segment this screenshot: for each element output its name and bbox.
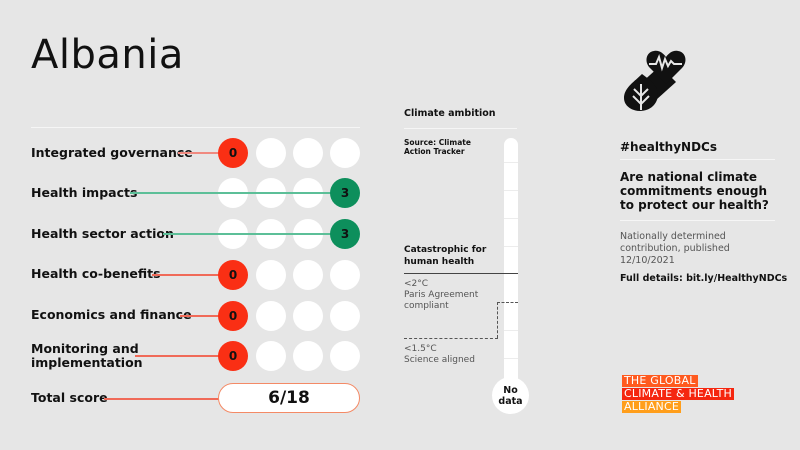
score-circle: 0 bbox=[218, 341, 248, 371]
question-line: to protect our health? bbox=[620, 198, 769, 212]
empty-circle bbox=[330, 260, 360, 290]
source-line: Source: Climate bbox=[404, 138, 471, 147]
total-score-label: Total score bbox=[31, 390, 108, 405]
ndc-line: 12/10/2021 bbox=[620, 255, 675, 266]
bulb-text: data bbox=[498, 395, 523, 407]
score-circle: 0 bbox=[218, 260, 248, 290]
row-label-health-impacts: Health impacts bbox=[31, 185, 138, 200]
paris-line: compliant bbox=[404, 301, 449, 311]
empty-circle bbox=[256, 301, 286, 331]
tick-mark bbox=[504, 162, 518, 163]
climate-ambition-title: Climate ambition bbox=[404, 108, 496, 119]
science-aligned-label: <1.5°C Science aligned bbox=[404, 344, 475, 366]
science-line: Science aligned bbox=[404, 355, 475, 365]
connector-line bbox=[180, 315, 220, 317]
divider bbox=[620, 159, 775, 160]
empty-circle bbox=[293, 260, 323, 290]
thermometer-tube bbox=[504, 138, 518, 388]
total-score-value: 6/18 bbox=[218, 383, 360, 413]
ndc-info: Nationally determined contribution, publ… bbox=[620, 231, 730, 267]
empty-circle bbox=[256, 260, 286, 290]
empty-circle bbox=[293, 341, 323, 371]
catastrophic-line: Catastrophic for bbox=[404, 245, 487, 255]
threshold-line-science bbox=[404, 338, 498, 339]
connector-line bbox=[130, 192, 332, 194]
hashtag: #healthyNDCs bbox=[620, 140, 718, 154]
score-circle: 0 bbox=[218, 301, 248, 331]
threshold-line-paris bbox=[497, 302, 518, 303]
row-label-monitoring-and-implementation: Monitoring and implementation bbox=[31, 342, 143, 370]
row-label-line: Monitoring and bbox=[31, 341, 139, 356]
logo-line-3: ALLIANCE bbox=[622, 400, 682, 413]
tick-mark bbox=[504, 358, 518, 359]
country-title: Albania bbox=[31, 32, 184, 78]
empty-circle bbox=[293, 301, 323, 331]
row-label-health-co-benefits: Health co-benefits bbox=[31, 266, 161, 281]
ndc-line: contribution, published bbox=[620, 243, 730, 254]
empty-circle bbox=[293, 138, 323, 168]
empty-circle bbox=[256, 341, 286, 371]
source-label: Source: Climate Action Tracker bbox=[404, 138, 471, 156]
question-line: Are national climate bbox=[620, 170, 758, 184]
empty-circle bbox=[330, 341, 360, 371]
divider bbox=[404, 128, 517, 129]
bulb-text: No bbox=[503, 384, 518, 396]
catastrophic-line: human health bbox=[404, 257, 475, 267]
score-circle: 3 bbox=[330, 219, 360, 249]
connector-line bbox=[135, 355, 220, 357]
paris-line: Paris Agreement bbox=[404, 290, 479, 300]
paris-line: <2°C bbox=[404, 279, 429, 289]
tick-mark bbox=[504, 246, 518, 247]
threshold-line-paris bbox=[497, 302, 498, 338]
threshold-line-catastrophic bbox=[404, 273, 518, 274]
full-details-link[interactable]: Full details: bit.ly/HealthyNDCs bbox=[620, 273, 788, 284]
score-circle: 0 bbox=[218, 138, 248, 168]
tick-mark bbox=[504, 330, 518, 331]
tick-mark bbox=[504, 218, 518, 219]
connector-line bbox=[104, 398, 220, 400]
paris-agreement-label: <2°C Paris Agreement compliant bbox=[404, 279, 478, 312]
score-circle: 3 bbox=[330, 178, 360, 208]
question-text: Are national climate commitments enough … bbox=[620, 170, 769, 212]
empty-circle bbox=[330, 301, 360, 331]
row-label-line: implementation bbox=[31, 355, 143, 370]
divider bbox=[31, 127, 360, 128]
thermometer-bulb: No data bbox=[492, 377, 529, 414]
connector-line bbox=[178, 152, 220, 154]
row-label-health-sector-action: Health sector action bbox=[31, 226, 174, 241]
row-label-integrated-governance: Integrated governance bbox=[31, 145, 193, 160]
empty-circle bbox=[330, 138, 360, 168]
source-line: Action Tracker bbox=[404, 147, 465, 156]
empty-circle bbox=[256, 138, 286, 168]
heart-leaf-icon bbox=[624, 50, 686, 111]
logo-line-1: THE GLOBAL bbox=[622, 374, 698, 387]
catastrophic-label: Catastrophic for human health bbox=[404, 244, 486, 268]
logo-line-2: CLIMATE & HEALTH bbox=[622, 387, 735, 400]
science-line: <1.5°C bbox=[404, 344, 437, 354]
connector-line bbox=[152, 274, 220, 276]
question-line: commitments enough bbox=[620, 184, 768, 198]
tick-mark bbox=[504, 190, 518, 191]
connector-line bbox=[163, 233, 332, 235]
ndc-line: Nationally determined bbox=[620, 231, 726, 242]
row-label-economics-and-finance: Economics and finance bbox=[31, 307, 192, 322]
divider bbox=[620, 220, 775, 221]
